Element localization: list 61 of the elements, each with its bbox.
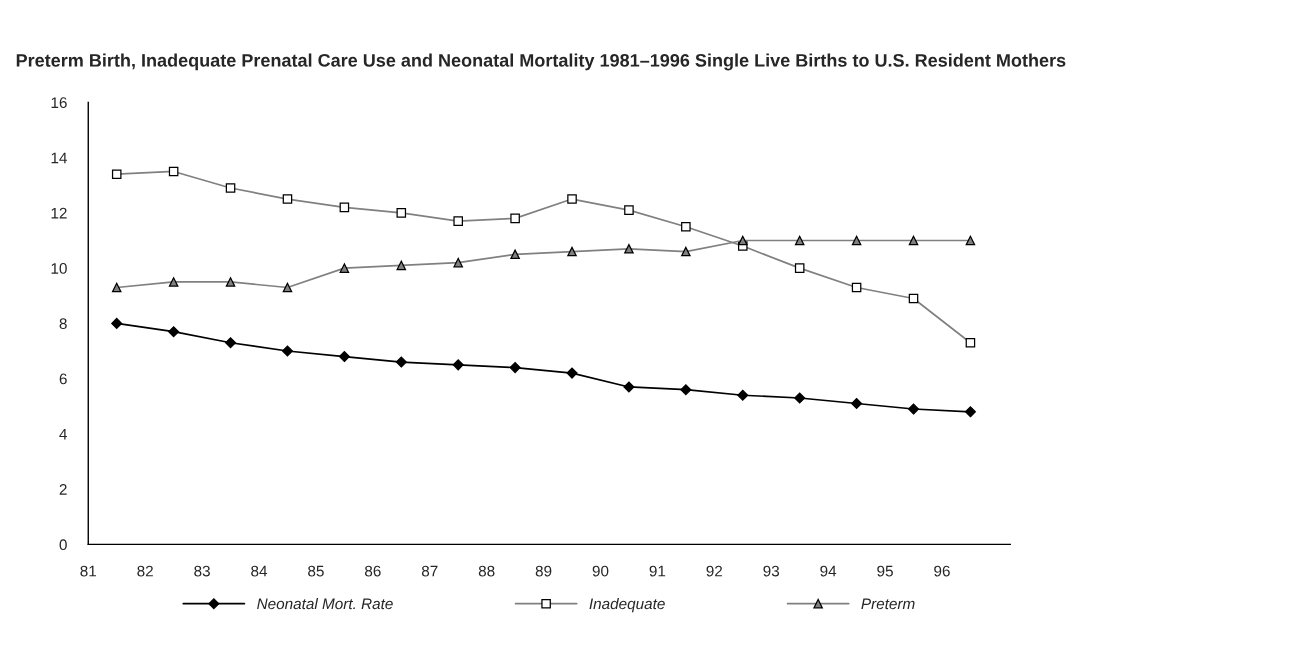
y-tick-label: 0 bbox=[59, 539, 67, 551]
point bbox=[339, 263, 350, 273]
point bbox=[452, 359, 464, 371]
point bbox=[566, 367, 578, 379]
point bbox=[623, 381, 635, 393]
x-tick-label: 92 bbox=[706, 565, 723, 577]
x-tick-label: 84 bbox=[251, 565, 268, 577]
point bbox=[964, 406, 976, 418]
y-tick-label: 14 bbox=[51, 152, 67, 164]
point bbox=[111, 282, 122, 293]
x-tick-label: 90 bbox=[592, 565, 609, 577]
y-tick-label: 16 bbox=[51, 97, 67, 109]
x-tick-label: 85 bbox=[308, 565, 324, 577]
x-tick-label: 83 bbox=[194, 565, 210, 577]
point bbox=[624, 244, 634, 254]
x-tick-label: 86 bbox=[365, 565, 381, 577]
x-tick-label: 91 bbox=[649, 565, 666, 577]
point bbox=[965, 235, 976, 246]
legend-label: Inadequate bbox=[589, 597, 665, 613]
point bbox=[225, 277, 236, 287]
x-tick-label: 82 bbox=[137, 565, 153, 577]
legend-label: Neonatal Mort. Rate bbox=[257, 597, 393, 610]
point bbox=[395, 356, 407, 368]
point bbox=[680, 384, 692, 396]
x-tick-label: 87 bbox=[421, 565, 438, 577]
y-tick-label: 8 bbox=[59, 318, 67, 330]
point bbox=[851, 397, 863, 410]
y-tick-label: 12 bbox=[51, 207, 67, 219]
point bbox=[111, 317, 123, 329]
point bbox=[338, 351, 350, 363]
point bbox=[567, 246, 577, 257]
x-tick-label: 93 bbox=[763, 565, 780, 577]
point bbox=[737, 235, 748, 246]
point bbox=[396, 260, 407, 271]
x-tick-label: 95 bbox=[877, 565, 893, 577]
point bbox=[794, 235, 805, 246]
x-tick-label: 94 bbox=[820, 565, 837, 577]
chart-title: Preterm Birth, Inadequate Prenatal Care Use and Neonatal Mortality 1981–1996 Single Live Births to U.S. Resident Mothers bbox=[16, 53, 1066, 71]
point bbox=[794, 392, 806, 404]
x-tick-label: 96 bbox=[934, 565, 950, 577]
point bbox=[510, 249, 520, 260]
point bbox=[509, 362, 521, 374]
x-tick-label: 81 bbox=[80, 565, 97, 577]
point bbox=[907, 403, 920, 415]
point bbox=[225, 337, 237, 349]
y-tick-label: 4 bbox=[59, 428, 67, 440]
x-tick-label: 89 bbox=[535, 565, 552, 577]
point bbox=[453, 257, 463, 268]
point bbox=[737, 389, 749, 401]
point bbox=[681, 246, 691, 257]
legend-label: Preterm bbox=[861, 598, 915, 610]
point bbox=[282, 282, 293, 293]
point bbox=[908, 235, 919, 246]
y-tick-label: 10 bbox=[51, 263, 67, 274]
x-tick-label: 88 bbox=[478, 565, 495, 577]
y-tick-label: 2 bbox=[59, 484, 67, 495]
point bbox=[168, 277, 179, 287]
point bbox=[281, 345, 293, 357]
point bbox=[851, 235, 862, 246]
point bbox=[168, 326, 180, 338]
y-tick-label: 6 bbox=[59, 373, 67, 385]
